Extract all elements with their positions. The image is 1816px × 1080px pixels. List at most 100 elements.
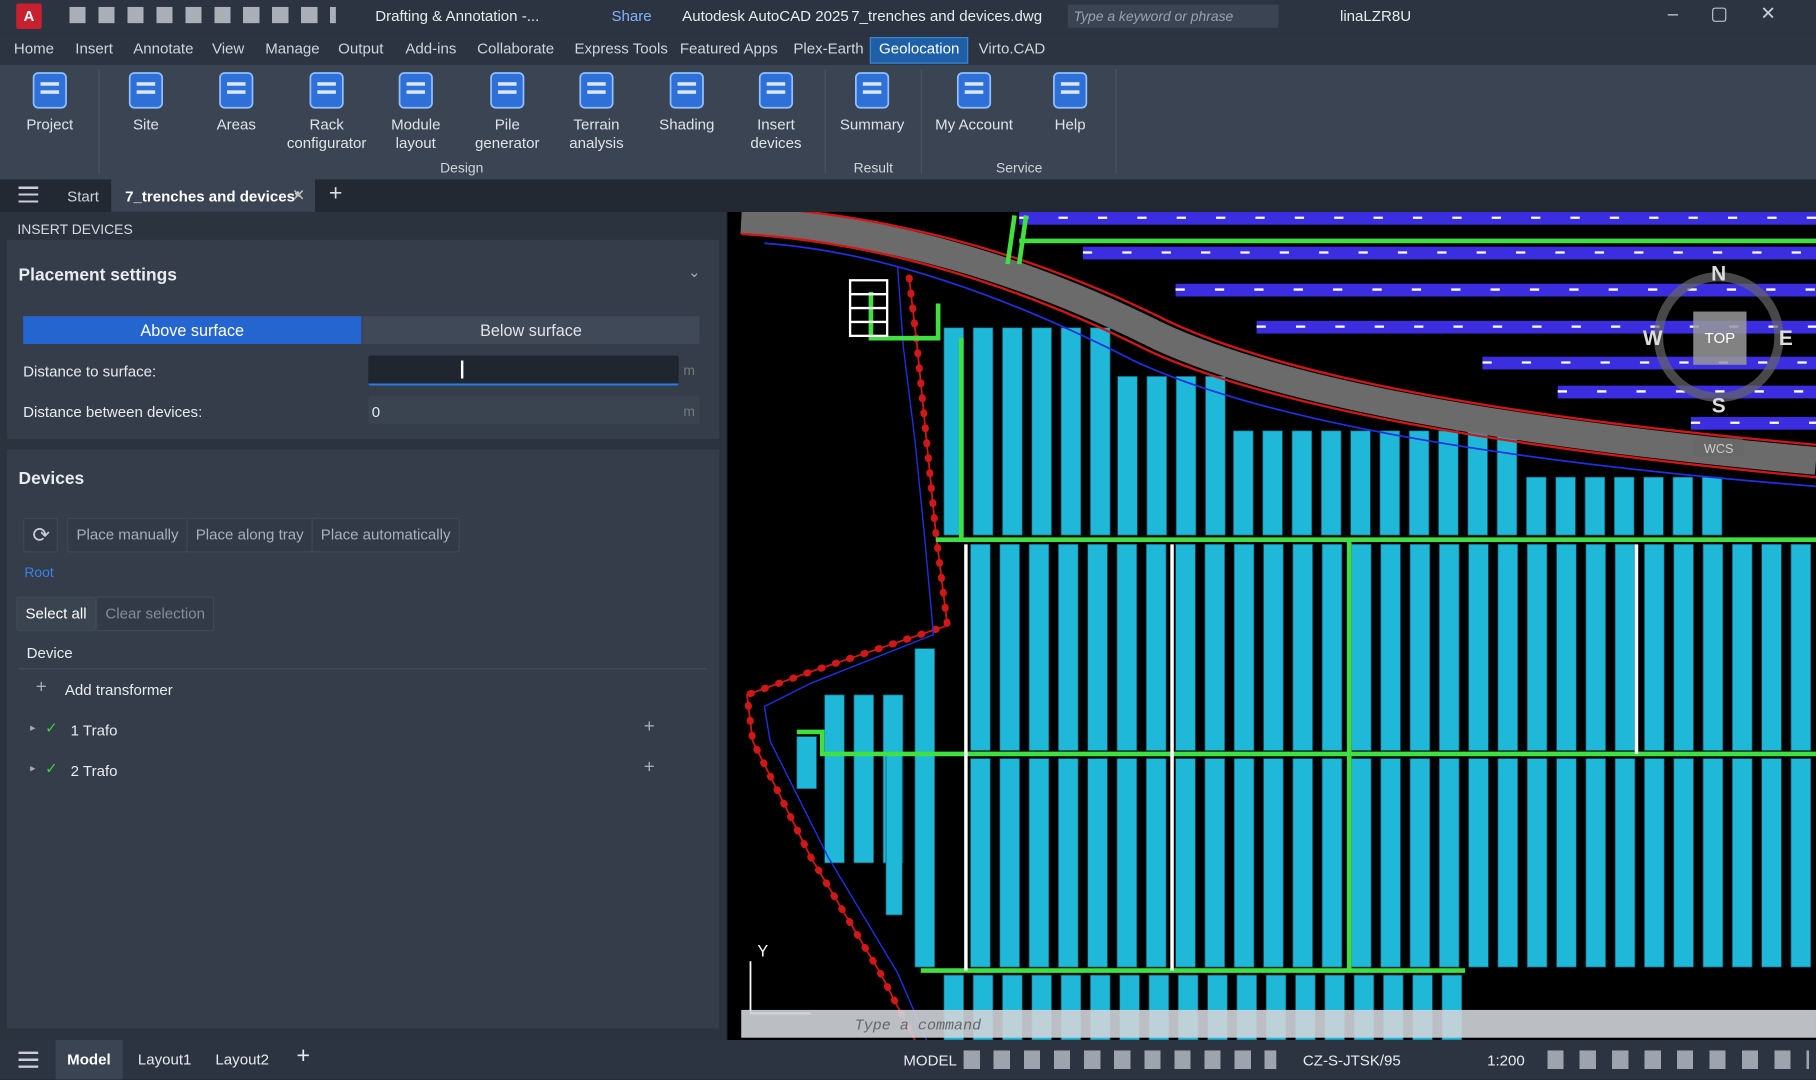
above-surface-toggle[interactable]: Above surface <box>23 316 362 344</box>
pv-table[interactable] <box>1585 543 1606 751</box>
pv-table[interactable] <box>1116 758 1138 968</box>
ribbon-button[interactable]: My Account <box>930 69 1018 134</box>
pv-table[interactable] <box>1556 758 1577 968</box>
drawing-viewport[interactable]: TOP N S E W WCS Y Type a command <box>727 211 1816 1041</box>
pv-table[interactable] <box>1292 758 1313 968</box>
pv-table[interactable] <box>1205 376 1226 536</box>
ribbon-label[interactable]: Summary <box>839 115 905 134</box>
pv-table[interactable] <box>1175 758 1196 968</box>
menu-tab[interactable]: Virto.CAD <box>978 39 1046 57</box>
wcs-label[interactable]: WCS <box>1704 441 1734 456</box>
ribbon-label[interactable]: Module layout <box>391 115 441 152</box>
pv-table[interactable] <box>943 327 964 536</box>
menu-tab[interactable]: Annotate <box>133 39 194 57</box>
menu-tab[interactable]: View <box>211 39 245 57</box>
pv-table[interactable] <box>1644 758 1665 968</box>
pv-table[interactable] <box>853 694 874 864</box>
pv-table[interactable] <box>1409 543 1431 751</box>
pv-table[interactable] <box>1614 476 1635 536</box>
pv-table[interactable] <box>1380 758 1401 968</box>
pv-table[interactable] <box>1233 543 1255 751</box>
pv-table[interactable] <box>1233 758 1255 968</box>
command-line[interactable] <box>741 1009 1816 1038</box>
pv-table[interactable] <box>1058 543 1079 751</box>
pv-table[interactable] <box>824 694 845 864</box>
compass-e[interactable]: E <box>1779 327 1793 350</box>
pv-table[interactable] <box>1732 543 1753 751</box>
pv-table[interactable] <box>1439 758 1460 968</box>
device-item[interactable]: 2 Trafo <box>70 762 118 780</box>
pv-table[interactable] <box>1409 758 1431 968</box>
place-automatically-button[interactable]: Place automatically <box>311 517 460 553</box>
pv-table[interactable] <box>1263 758 1284 968</box>
pv-table[interactable] <box>1555 476 1576 536</box>
pv-table[interactable] <box>1060 327 1082 536</box>
pv-table[interactable] <box>999 543 1020 751</box>
compass-s[interactable]: S <box>1712 394 1726 417</box>
pv-table[interactable] <box>1292 543 1313 751</box>
pv-table[interactable] <box>1497 758 1519 968</box>
pv-table[interactable] <box>1380 543 1401 751</box>
pv-table[interactable] <box>1673 758 1694 968</box>
ribbon-button[interactable]: Shading <box>643 69 731 134</box>
pv-table[interactable] <box>1761 543 1782 751</box>
pv-table[interactable] <box>1497 543 1519 751</box>
new-tab[interactable]: + <box>328 180 343 207</box>
menu-tab[interactable]: Home <box>13 39 55 57</box>
ribbon-button[interactable]: Pile generator <box>463 69 551 152</box>
ribbon-button[interactable]: Project <box>6 69 94 134</box>
pv-table[interactable] <box>970 758 991 968</box>
layout-tab[interactable]: Model <box>67 1050 111 1068</box>
pv-table[interactable] <box>999 758 1020 968</box>
ribbon-button[interactable]: Terrain analysis <box>552 69 640 152</box>
pv-table[interactable] <box>1145 543 1167 751</box>
pv-table[interactable] <box>1732 758 1753 968</box>
ribbon-label[interactable]: Help <box>1054 115 1086 134</box>
menu-tab[interactable]: Output <box>338 39 384 57</box>
pv-table[interactable] <box>1145 758 1167 968</box>
user-name[interactable]: linaLZR8U <box>1339 6 1412 25</box>
pv-table[interactable] <box>1672 476 1693 536</box>
pv-table[interactable] <box>885 752 903 916</box>
doc-tab[interactable]: Start <box>67 187 99 205</box>
search-box[interactable]: Type a keyword or phrase <box>1067 4 1279 28</box>
quick-access-toolbar[interactable] <box>69 6 336 24</box>
annotation-scale[interactable]: 1:200 <box>1487 1051 1525 1069</box>
select-all-button[interactable]: Select all <box>16 596 96 632</box>
ribbon-button[interactable]: Site <box>102 69 190 134</box>
pv-table[interactable] <box>1790 758 1812 968</box>
layout-tab[interactable]: Layout2 <box>215 1050 270 1068</box>
pv-table[interactable] <box>1204 758 1225 968</box>
menu-tab[interactable]: Geolocation <box>879 39 960 57</box>
menu-tab[interactable]: Plex-Earth <box>793 39 864 57</box>
input-value[interactable]: 0 <box>371 403 381 421</box>
device-item[interactable]: 1 Trafo <box>70 721 118 739</box>
menu-tab[interactable]: Add-ins <box>405 39 457 57</box>
pv-table[interactable] <box>1438 430 1459 536</box>
place-manually-button[interactable]: Place manually <box>67 517 188 553</box>
pv-table[interactable] <box>1002 327 1023 536</box>
ribbon-label[interactable]: Site <box>132 115 159 134</box>
pv-table[interactable] <box>1351 543 1372 751</box>
section-title[interactable]: Placement settings <box>18 265 177 285</box>
pv-row[interactable] <box>1082 246 1816 260</box>
pv-table[interactable] <box>1087 758 1108 968</box>
pv-table[interactable] <box>1644 543 1665 751</box>
pv-row[interactable] <box>1690 416 1816 430</box>
share-button[interactable]: Share <box>611 6 652 25</box>
pv-table[interactable] <box>1117 376 1138 536</box>
pv-table[interactable] <box>1262 430 1283 536</box>
pv-table[interactable] <box>1350 430 1371 536</box>
ribbon-label[interactable]: Insert devices <box>750 115 802 152</box>
menu-tab[interactable]: Collaborate <box>477 39 555 57</box>
ribbon-label[interactable]: Project <box>26 115 74 134</box>
pv-table[interactable] <box>1058 758 1079 968</box>
doc-tab-active[interactable]: 7_trenches and devices* <box>125 187 301 205</box>
pv-table[interactable] <box>1643 476 1664 536</box>
pv-table[interactable] <box>1701 476 1723 536</box>
pv-table[interactable] <box>1090 327 1111 536</box>
pv-table[interactable] <box>1496 430 1518 536</box>
status-tools[interactable] <box>1547 1050 1810 1069</box>
ribbon-label[interactable]: Pile generator <box>475 115 540 152</box>
pv-table[interactable] <box>1351 758 1372 968</box>
